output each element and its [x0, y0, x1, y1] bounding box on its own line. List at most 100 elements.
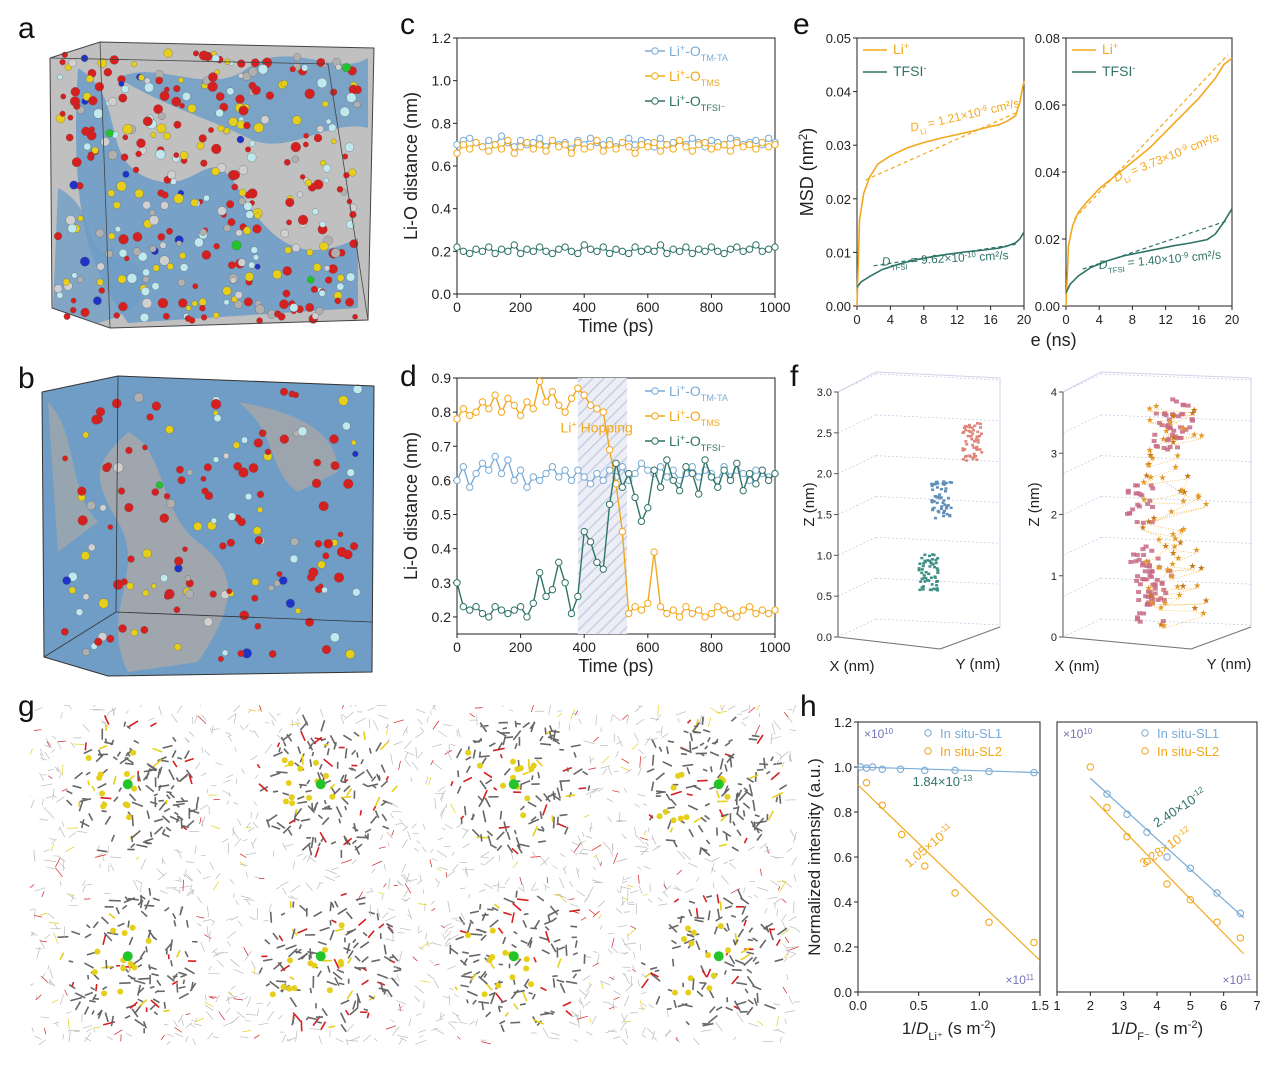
atom [234, 300, 243, 309]
bond [243, 899, 255, 901]
bond [306, 854, 311, 863]
bond [129, 1001, 138, 1009]
bond [634, 705, 643, 713]
bond [309, 948, 312, 959]
atom [186, 469, 193, 476]
bond [104, 738, 108, 743]
trajectory-star: ★ [1143, 470, 1151, 480]
bond [404, 752, 409, 760]
bond [333, 958, 340, 969]
bond [733, 806, 739, 810]
bond [754, 771, 757, 782]
bond [188, 809, 200, 814]
bond [40, 975, 48, 983]
bond [340, 715, 345, 725]
bond [640, 847, 649, 856]
bond [109, 708, 116, 713]
y-tick-label: 0.5 [432, 507, 452, 523]
bond [589, 1018, 592, 1023]
snapshot-tile [30, 872, 221, 1045]
trajectory-point [918, 588, 922, 592]
atom [109, 55, 119, 65]
bond [174, 1027, 183, 1033]
bond [523, 984, 529, 989]
bond [655, 995, 661, 1005]
data-point [675, 136, 684, 145]
atom [166, 227, 173, 235]
bond [310, 836, 314, 849]
trajectory-point [932, 553, 936, 557]
bond [195, 1017, 204, 1023]
bond [455, 1014, 461, 1022]
bond [178, 971, 188, 976]
trajectory-point [918, 562, 922, 565]
bond [756, 705, 761, 711]
bond [710, 766, 713, 773]
bond [281, 733, 292, 742]
sulfur-atom [312, 759, 319, 766]
atom [159, 241, 167, 249]
trajectory-point [976, 438, 980, 442]
trajectory-point [928, 565, 932, 568]
bond [362, 783, 369, 788]
bond [610, 715, 613, 722]
bond [173, 920, 177, 927]
bond [574, 710, 578, 716]
data-point [669, 476, 677, 485]
bond [627, 933, 629, 940]
bond [704, 814, 711, 820]
x-tick-label: 1.5 [1031, 998, 1049, 1013]
bond [194, 845, 197, 855]
trajectory-link [1170, 412, 1195, 426]
bond [380, 764, 386, 773]
bond [419, 727, 425, 733]
bond [295, 1030, 298, 1042]
bond [524, 978, 530, 986]
bond [617, 735, 623, 747]
bond [62, 859, 65, 871]
bond [184, 950, 189, 958]
bond [287, 829, 293, 836]
atom [184, 589, 194, 599]
bond [386, 923, 394, 932]
bond [256, 1009, 260, 1016]
atom [182, 92, 191, 101]
bond [514, 958, 522, 967]
x-tick-label: 4 [1153, 998, 1160, 1013]
bond [88, 813, 94, 821]
bond [317, 842, 321, 847]
bond [139, 999, 148, 1007]
legend-label: Li+-OTFSI⁻ [669, 433, 725, 453]
atom [68, 58, 77, 68]
data-point [694, 140, 703, 149]
bond [673, 999, 677, 1009]
bond [280, 912, 286, 916]
bond [773, 720, 781, 730]
atom [80, 54, 89, 62]
bond [104, 815, 112, 825]
bond [634, 846, 647, 848]
atom [118, 80, 125, 87]
x-tick-label: 6 [1220, 998, 1227, 1013]
bond [728, 954, 736, 965]
atom [163, 132, 171, 140]
bond [362, 931, 368, 937]
atom [75, 608, 84, 616]
data-point [771, 140, 779, 149]
bond [637, 794, 646, 797]
bond [570, 849, 578, 856]
bond [225, 1007, 231, 1014]
bond [197, 715, 207, 724]
bond [96, 1009, 103, 1016]
trajectory-point [1179, 429, 1185, 434]
trajectory-point [933, 482, 937, 486]
data-point [548, 136, 557, 145]
bond [346, 990, 354, 1000]
atom [279, 576, 288, 585]
bond [595, 854, 601, 866]
bond [500, 999, 508, 1004]
atom [303, 141, 309, 148]
bond [166, 1040, 171, 1045]
bond [239, 861, 246, 868]
multiplier-top: ×1010 [1063, 727, 1093, 742]
